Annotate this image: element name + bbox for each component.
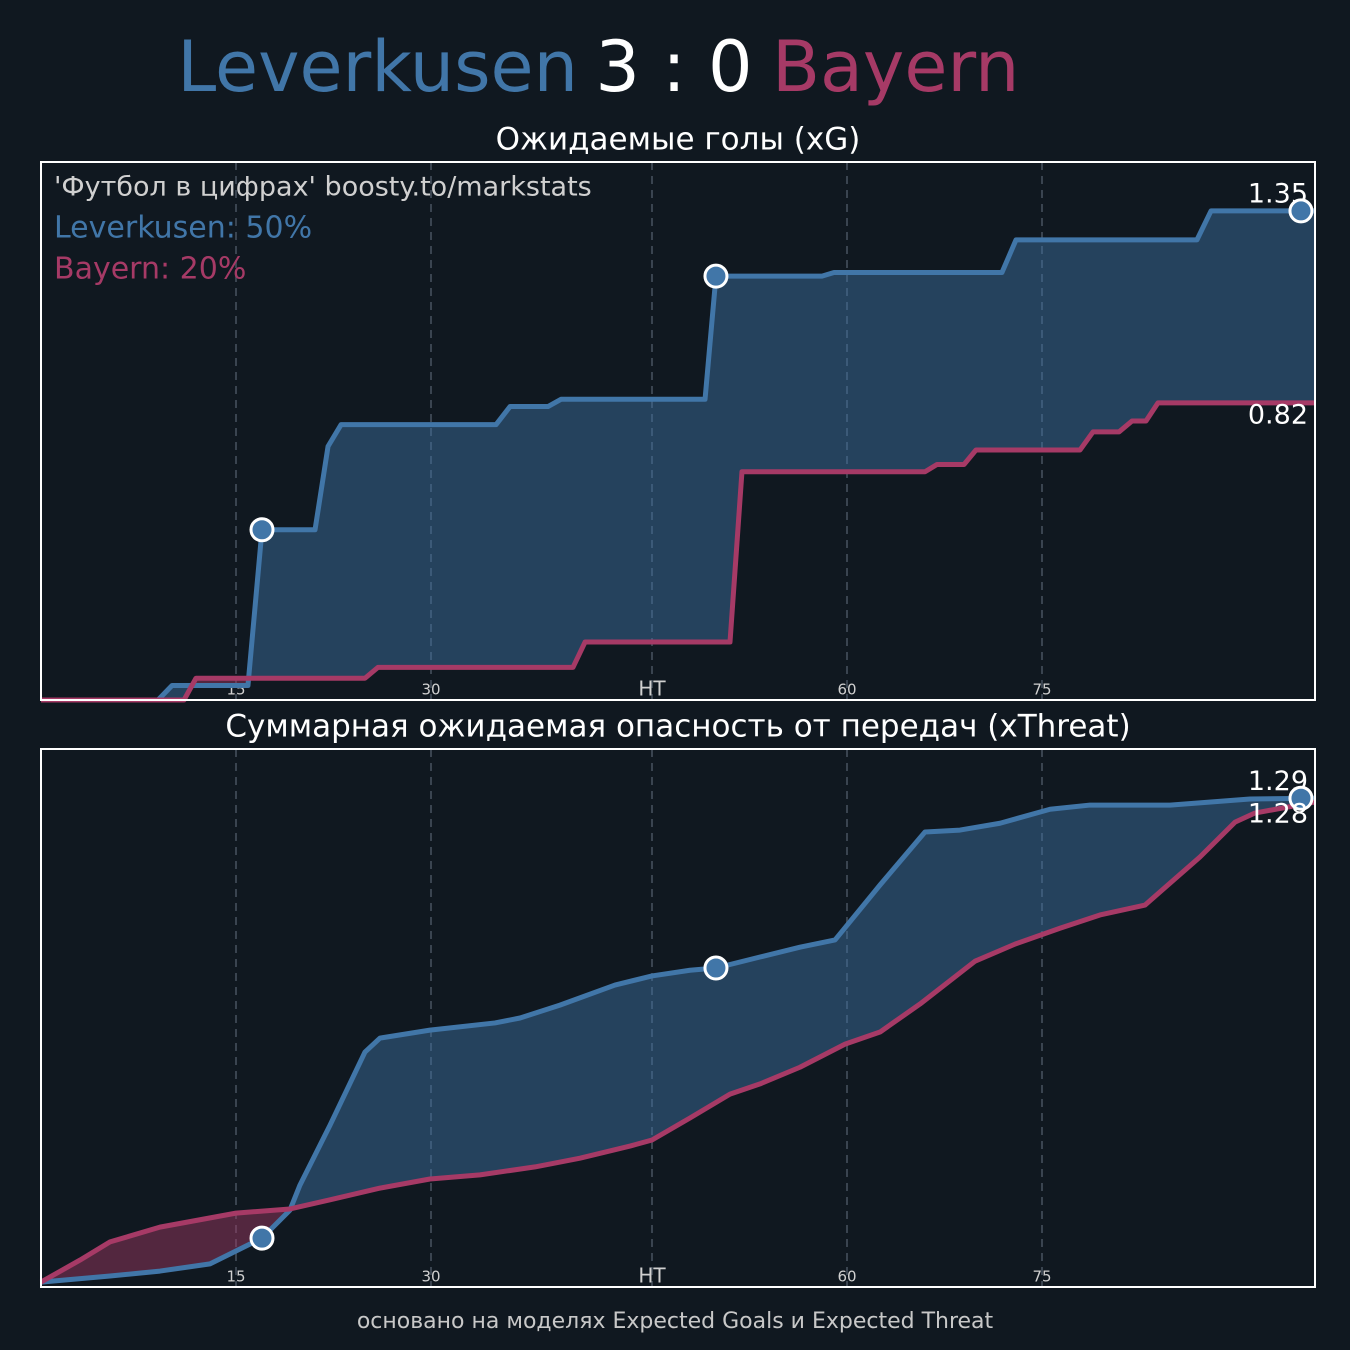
annotation: 'Футбол в цифрах' boosty.to/markstats	[54, 172, 592, 203]
end-value-label: 0.82	[1248, 399, 1308, 430]
annotation: Leverkusen: 50%	[54, 211, 312, 246]
goal-marker	[249, 517, 275, 543]
score: 3 : 0	[595, 26, 752, 108]
goal-marker	[703, 955, 729, 981]
end-value-label: 1.28	[1248, 799, 1308, 830]
x-tick-label: 15	[226, 1268, 245, 1286]
x-tick-label: 30	[421, 681, 440, 699]
x-tick-label: 60	[837, 1268, 856, 1286]
x-tick-label: 75	[1032, 1268, 1051, 1286]
chart-title: Ожидаемые голы (xG)	[496, 122, 861, 158]
x-tick-label: HT	[638, 677, 666, 701]
plot-frame	[40, 161, 1316, 701]
series-line	[41, 400, 1315, 703]
annotation: Bayern: 20%	[54, 252, 246, 287]
x-tick-label: HT	[638, 1264, 666, 1288]
series-line	[41, 208, 1315, 703]
goal-marker	[1288, 198, 1314, 224]
home-team: Leverkusen	[177, 26, 578, 108]
footer: основано на моделях Expected Goals и Exp…	[357, 1309, 994, 1334]
plot-frame	[40, 748, 1316, 1288]
x-tick-label: 60	[837, 681, 856, 699]
goal-marker	[1288, 785, 1314, 811]
x-tick-label: 75	[1032, 681, 1051, 699]
series-line	[39, 799, 1316, 1285]
chart-title: Суммарная ожидаемая опасность от передач…	[225, 709, 1130, 745]
goal-marker	[703, 263, 729, 289]
away-team: Bayern	[772, 26, 1019, 108]
x-tick-label: 30	[421, 1268, 440, 1286]
series-line	[40, 795, 1316, 1285]
goal-marker	[249, 1225, 275, 1251]
